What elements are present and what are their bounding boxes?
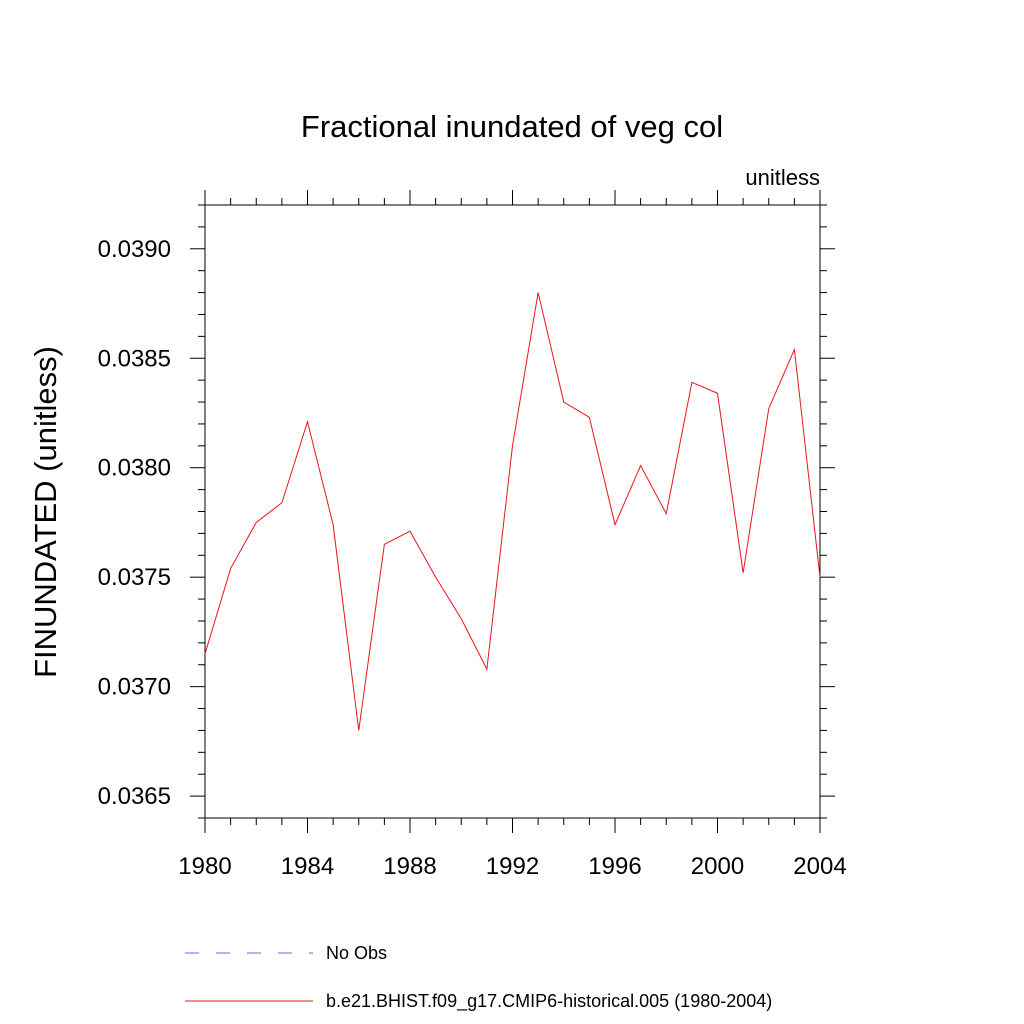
x-tick-label: 1996	[588, 853, 641, 880]
legend-no-obs-label: No Obs	[326, 943, 387, 963]
x-tick-label: 1984	[281, 853, 334, 880]
x-tick-label: 2000	[691, 853, 744, 880]
chart-title: Fractional inundated of veg col	[301, 109, 723, 144]
legend: No Obs b.e21.BHIST.f09_g17.CMIP6-histori…	[185, 943, 772, 1012]
axis-tick-labels: 1980 1984 1988 1992 1996 2000 2004 0.0365 0.0370…	[98, 236, 847, 880]
plot-frame	[204, 204, 821, 819]
y-tick-label: 0.0385	[98, 345, 171, 372]
x-tick-label: 1988	[383, 853, 436, 880]
series-group	[204, 292, 821, 731]
y-axis-label: FINUNDATED (unitless)	[28, 346, 63, 678]
series-line	[204, 292, 821, 731]
y-tick-label: 0.0370	[98, 674, 171, 701]
x-tick-label: 2004	[793, 853, 846, 880]
x-tick-label: 1980	[178, 853, 231, 880]
units-label: unitless	[745, 165, 820, 190]
legend-historical-label: b.e21.BHIST.f09_g17.CMIP6-historical.005…	[326, 991, 772, 1012]
y-tick-label: 0.0375	[98, 564, 171, 591]
y-tick-label: 0.0365	[98, 783, 171, 810]
x-tick-label: 1992	[486, 853, 539, 880]
y-tick-label: 0.0380	[98, 455, 171, 482]
axis-ticks	[190, 190, 835, 833]
y-tick-label: 0.0390	[98, 236, 171, 263]
